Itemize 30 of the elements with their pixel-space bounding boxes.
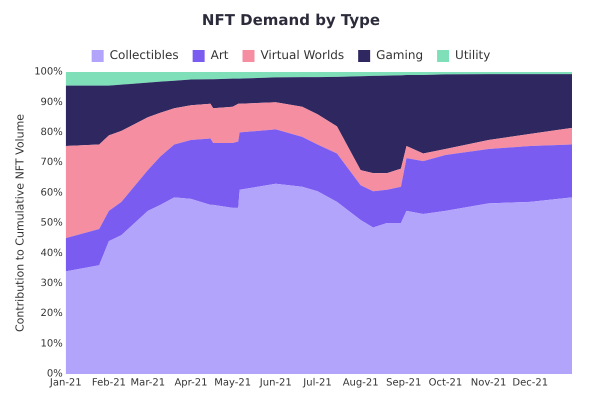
y-tick-label: 90% — [40, 96, 63, 108]
x-tick-label: Jan-21 — [48, 378, 82, 389]
x-tick-label: Aug-21 — [342, 378, 379, 389]
x-tick-label: Apr-21 — [174, 378, 208, 389]
x-tick-label: Nov-21 — [470, 378, 506, 389]
legend-label: Virtual Worlds — [260, 48, 344, 62]
chart-title: NFT Demand by Type — [202, 10, 380, 29]
x-tick-label: Mar-21 — [130, 378, 166, 389]
y-tick-label: 50% — [40, 218, 63, 229]
y-tick-label: 0% — [46, 368, 63, 380]
x-tick-label: May-21 — [214, 378, 252, 389]
y-axis-title: Contribution to Cumulative NFT Volume — [13, 114, 26, 332]
y-tick-label: 20% — [40, 308, 63, 320]
y-tick-label: 70% — [40, 157, 63, 168]
x-tick-label: Jun-21 — [258, 378, 292, 389]
x-tick-label: Dec-21 — [512, 378, 548, 389]
x-tick-label: Jul-21 — [302, 378, 332, 389]
legend-label: Gaming — [376, 48, 424, 62]
legend-label: Collectibles — [110, 48, 179, 62]
x-tick-label: Feb-21 — [92, 378, 126, 389]
y-tick-label: 30% — [40, 278, 63, 289]
x-tick-label: Oct-21 — [428, 378, 462, 389]
legend-label: Art — [210, 48, 229, 62]
y-tick-label: 100% — [34, 66, 63, 78]
y-tick-label: 60% — [40, 187, 63, 198]
y-tick-label: 40% — [40, 248, 63, 259]
legend-label: Utility — [455, 48, 490, 62]
y-tick-label: 10% — [40, 338, 63, 350]
x-tick-label: Sep-21 — [386, 378, 422, 389]
y-tick-label: 80% — [40, 126, 63, 138]
